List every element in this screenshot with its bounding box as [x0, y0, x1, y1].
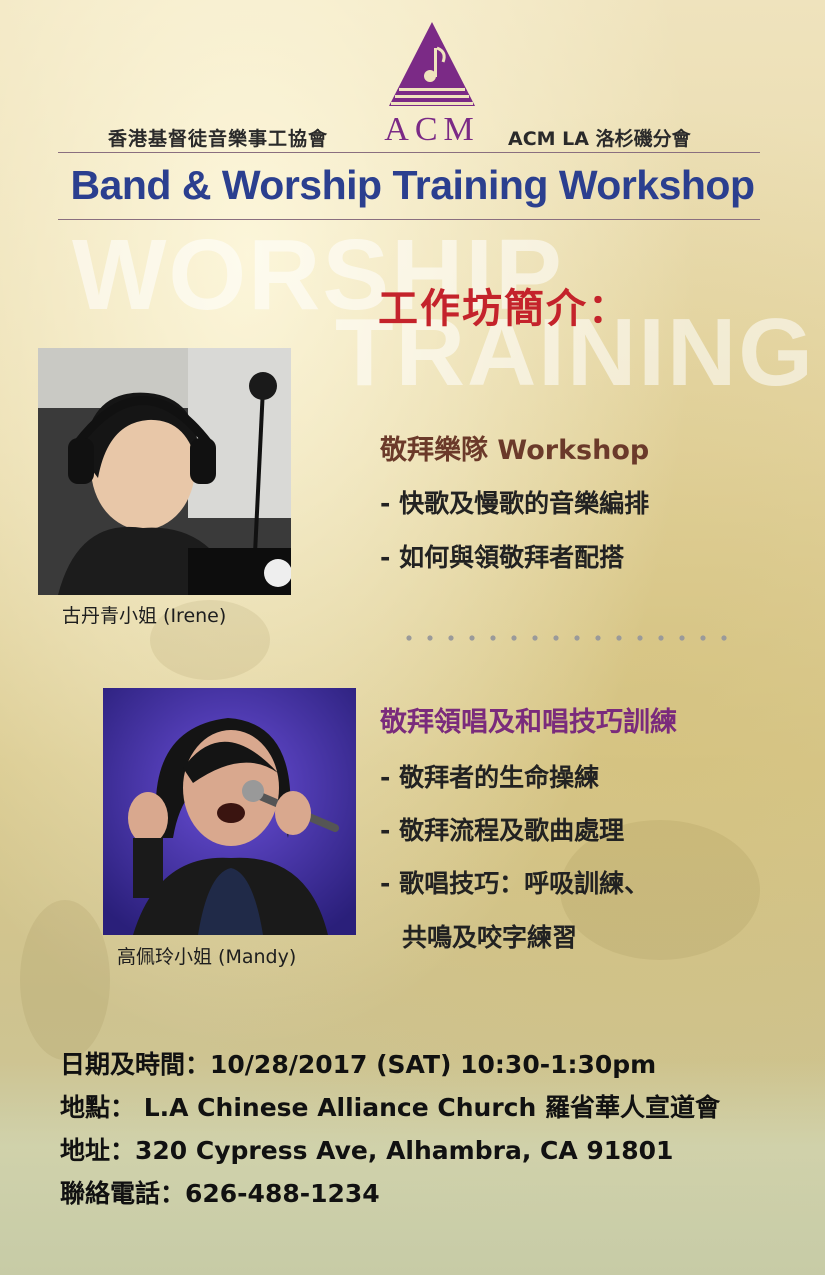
intro-heading: 工作坊簡介：	[378, 286, 630, 332]
section-title-vocal: 敬拜領唱及和唱技巧訓練	[380, 707, 677, 738]
header-rule-top	[58, 152, 760, 153]
workshop-title: Band & Worship Training Workshop	[70, 162, 755, 208]
event-contact-phone: 聯絡電話：626-488-1234	[60, 1179, 380, 1208]
background-stain	[560, 820, 760, 960]
bullet-item: - 快歌及慢歌的音樂編排	[380, 489, 650, 518]
background-stain	[20, 900, 110, 1060]
org-name-la: ACM LA 洛杉磯分會	[508, 128, 691, 150]
event-venue: 地點： L.A Chinese Alliance Church 羅省華人宣道會	[60, 1093, 720, 1122]
background-stain	[150, 600, 270, 680]
org-name-hk: 香港基督徒音樂事工協會	[108, 128, 329, 150]
bullet-item: - 敬拜者的生命操練	[380, 763, 600, 792]
bullet-item: - 如何與領敬拜者配搭	[380, 543, 625, 572]
event-address: 地址：320 Cypress Ave, Alhambra, CA 91801	[60, 1136, 674, 1165]
background-word-worship: WORSHIP	[72, 219, 564, 331]
speaker-caption-mandy: 高佩玲小姐 (Mandy)	[117, 946, 297, 968]
event-date-time: 日期及時間：10/28/2017 (SAT) 10:30-1:30pm	[60, 1050, 657, 1079]
speaker-photo-irene	[38, 348, 291, 595]
speaker-caption-irene: 古丹青小姐 (Irene)	[62, 605, 227, 627]
acm-logo: ACM	[384, 22, 479, 148]
dotted-divider	[406, 635, 727, 641]
logo-text: ACM	[384, 111, 479, 148]
meadow-background	[0, 1060, 825, 1275]
speaker-photo-mandy	[103, 688, 356, 935]
bullet-item: - 敬拜流程及歌曲處理	[380, 816, 625, 845]
section-title-band: 敬拜樂隊 Workshop	[380, 435, 650, 466]
background-word-training: TRAINING	[335, 299, 815, 406]
bullet-item: - 歌唱技巧：呼吸訓練、	[380, 869, 650, 898]
header-rule-bottom	[58, 219, 760, 220]
bullet-item: 共鳴及咬字練習	[402, 923, 578, 952]
